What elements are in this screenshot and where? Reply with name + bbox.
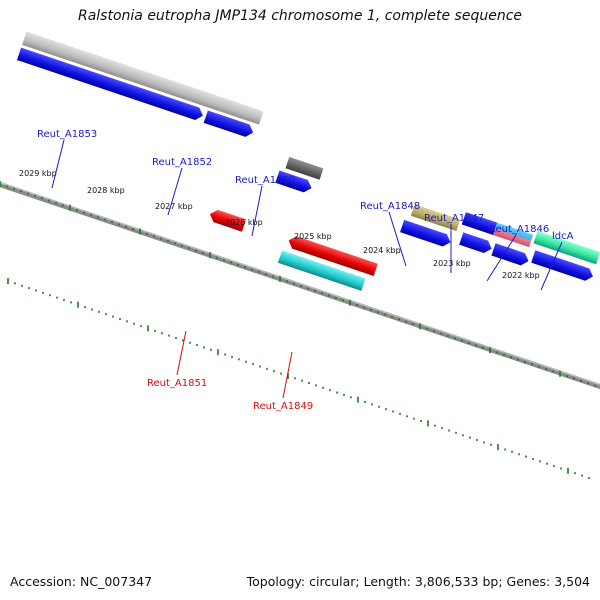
- gene-label-reut-a1852[interactable]: Reut_A1852: [152, 157, 212, 168]
- gene-label-reut-a1851[interactable]: Reut_A1851: [147, 378, 207, 389]
- kbp-label: 2028 kbp: [87, 186, 125, 195]
- kbp-label: 2025 kbp: [294, 232, 332, 241]
- gray-feature-upper[interactable]: [22, 31, 264, 125]
- leader-lines: [51, 139, 563, 399]
- page-title: Ralstonia eutropha JMP134 chromosome 1, …: [77, 8, 522, 24]
- gene-arrow-reut-a1852[interactable]: [203, 110, 256, 138]
- genome-summary: Topology: circular; Length: 3,806,533 bp…: [246, 574, 590, 589]
- kbp-label: 2023 kbp: [433, 259, 471, 268]
- gene-arrow-reut-a1851[interactable]: [208, 208, 247, 232]
- reverse-features: [208, 208, 378, 291]
- gene-arrow-reut-a1850[interactable]: [275, 170, 313, 194]
- gene-arrow-reut-a1853[interactable]: [16, 47, 205, 122]
- gene-feature-reut-a1847[interactable]: [461, 212, 498, 235]
- kbp-label: 2024 kbp: [363, 246, 401, 255]
- gene-arrow-reut-a1849[interactable]: [287, 234, 378, 277]
- accession-label: Accession: NC_007347: [10, 574, 153, 589]
- kbp-label: 2022 kbp: [502, 271, 540, 280]
- leader-line: [540, 241, 563, 291]
- leader-line: [51, 139, 65, 189]
- gene-feature-reut-a1849[interactable]: [277, 250, 366, 291]
- gene-feature-reut-a1850[interactable]: [285, 156, 324, 180]
- gene-arrow-reut-a1847[interactable]: [459, 232, 493, 255]
- kbp-label: 2027 kbp: [155, 202, 193, 211]
- gene-label-ldca[interactable]: ldcA: [552, 231, 574, 242]
- leader-line: [388, 211, 407, 267]
- leader-line: [282, 351, 293, 399]
- gene-feature-reut-a1846[interactable]: [533, 230, 600, 265]
- leader-line: [176, 330, 187, 376]
- upper-tick-row: [0, 181, 596, 387]
- kbp-label: 2029 kbp: [19, 169, 57, 178]
- leader-line: [167, 167, 183, 216]
- gene-arrow-reut-a1846[interactable]: [531, 250, 595, 282]
- gene-label-reut-a1846[interactable]: Reut_A1846: [489, 224, 549, 235]
- gene-label-reut-a1850[interactable]: Reut_A1850: [235, 175, 295, 186]
- gene-arrow-reut-a1848[interactable]: [400, 219, 452, 249]
- gene-arrow-reut-a1847b[interactable]: [491, 243, 530, 267]
- leader-line: [251, 185, 263, 237]
- leader-line: [486, 234, 517, 282]
- gene-label-reut-a1847[interactable]: Reut_A1847: [424, 213, 484, 224]
- forward-features: [16, 31, 600, 282]
- lower-tick-row: [7, 278, 590, 479]
- gene-label-reut-a1848[interactable]: Reut_A1848: [360, 201, 420, 212]
- kbp-labels: 2029 kbp 2028 kbp 2027 kbp 2026 kbp 2025…: [19, 169, 540, 280]
- gene-label-reut-a1849[interactable]: Reut_A1849: [253, 401, 313, 412]
- gene-label-reut-a1853[interactable]: Reut_A1853: [37, 129, 97, 140]
- kbp-label: 2026 kbp: [225, 218, 263, 227]
- gene-feature-reut-a1847-mixed[interactable]: [493, 222, 534, 248]
- gene-labels: Reut_A1853 Reut_A1852 Reut_A1850 Reut_A1…: [37, 129, 574, 412]
- gene-feature-reut-a1848[interactable]: [410, 204, 461, 232]
